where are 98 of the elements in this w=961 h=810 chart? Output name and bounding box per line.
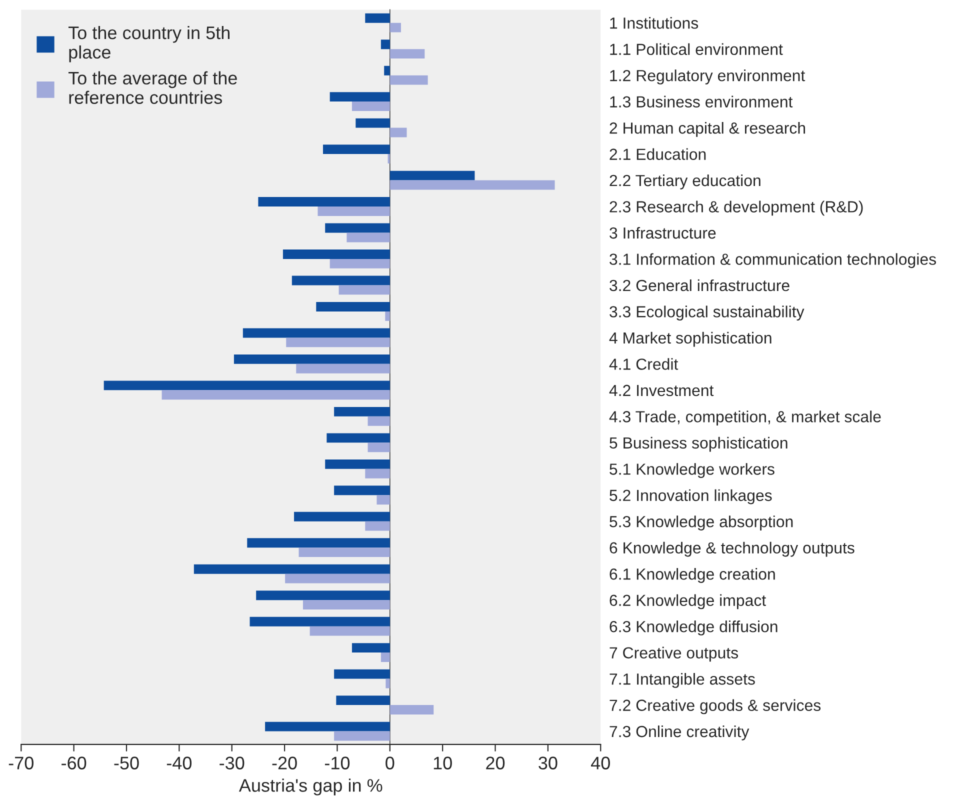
x-tick-label: -50 xyxy=(114,756,139,770)
x-tick-label: 40 xyxy=(591,756,610,770)
y-tick-label: 2.2 Tertiary education xyxy=(610,174,760,190)
bar xyxy=(376,495,390,505)
bar xyxy=(365,13,390,23)
bar xyxy=(380,40,390,50)
bar xyxy=(282,250,390,259)
bar xyxy=(365,521,390,531)
bar xyxy=(258,197,390,207)
y-tick-label: 5 Business sophistication xyxy=(610,436,788,452)
y-tick-label: 4.1 Credit xyxy=(609,358,678,370)
bar xyxy=(334,731,390,741)
bar xyxy=(390,705,434,714)
x-tick-label: -20 xyxy=(272,756,297,770)
y-tick-label: 1.3 Business environment xyxy=(610,96,793,108)
bar xyxy=(298,548,390,558)
bar xyxy=(390,128,407,138)
y-tick-label: 7.2 Creative goods & services xyxy=(610,699,821,714)
y-tick-label: 2 Human capital & research xyxy=(610,122,806,137)
bar xyxy=(294,512,390,522)
y-tick-label: 2.3 Research & development (R&D) xyxy=(610,200,863,216)
y-tick-label: 4.2 Investment xyxy=(609,384,714,396)
bar xyxy=(334,406,390,416)
y-tick-label: 6.2 Knowledge impact xyxy=(610,594,766,610)
y-tick-label: 7 Creative outputs xyxy=(610,646,738,662)
x-tick-label: 30 xyxy=(538,756,558,770)
bar xyxy=(250,616,390,626)
y-tick-label: 6 Knowledge & technology outputs xyxy=(610,542,854,557)
legend-label: To the average of the reference countries xyxy=(68,71,237,104)
x-tick-label: -30 xyxy=(220,756,244,770)
bar xyxy=(352,643,390,653)
x-tick-label: -70 xyxy=(8,756,34,770)
x-tick-label: -40 xyxy=(166,756,192,770)
y-tick-label: 5.2 Innovation linkages xyxy=(610,489,772,504)
bar xyxy=(386,678,390,688)
bar xyxy=(368,442,390,452)
bar xyxy=(286,338,390,348)
y-tick-label: 3.2 General infrastructure xyxy=(610,279,790,292)
bar xyxy=(368,416,390,426)
y-tick-label: 6.3 Knowledge diffusion xyxy=(610,620,778,636)
y-tick-label: 3 Infrastructure xyxy=(610,226,716,239)
bar xyxy=(356,118,390,128)
bar xyxy=(247,538,390,548)
bar xyxy=(323,144,390,154)
y-tick-label: 7.3 Online creativity xyxy=(610,725,750,740)
bar xyxy=(296,364,390,374)
bar xyxy=(390,49,425,59)
bar xyxy=(285,574,390,584)
bar xyxy=(325,459,390,469)
y-tick-label: 1.1 Political environment xyxy=(610,43,783,56)
y-tick-label: 5.1 Knowledge workers xyxy=(610,463,774,478)
x-axis-title: Austria's gap in % xyxy=(238,778,382,796)
y-tick-label: 4.3 Trade, competition, & market scale xyxy=(609,410,881,426)
bar xyxy=(326,433,390,443)
legend-label: To the country in 5th place xyxy=(68,26,230,62)
bar xyxy=(162,390,390,400)
x-tick-label: 10 xyxy=(434,756,452,770)
bar xyxy=(302,600,390,610)
x-tick-label: 0 xyxy=(386,756,394,770)
bar xyxy=(104,380,390,390)
bar xyxy=(385,311,390,321)
bar xyxy=(316,302,390,312)
bar xyxy=(330,92,390,102)
bar xyxy=(334,486,390,496)
bar xyxy=(390,180,555,190)
x-tick-label: -10 xyxy=(324,756,350,770)
bar xyxy=(292,276,390,286)
y-tick-label: 3.3 Ecological sustainability xyxy=(610,306,804,321)
bar xyxy=(384,66,390,76)
bar xyxy=(256,590,390,600)
bar xyxy=(336,696,390,706)
y-tick-label: 4 Market sophistication xyxy=(609,332,772,347)
y-tick-label: 7.1 Intangible assets xyxy=(610,673,755,688)
bar xyxy=(330,258,390,268)
bar xyxy=(390,22,401,32)
bar xyxy=(380,652,390,662)
bar xyxy=(334,669,390,679)
y-tick-label: 1.2 Regulatory environment xyxy=(610,70,806,84)
y-tick-label: 1 Institutions xyxy=(610,17,698,29)
bar xyxy=(194,564,390,574)
y-tick-label: 3.1 Information & communication technologies xyxy=(610,253,936,268)
bar xyxy=(318,206,390,216)
x-tick-label: 20 xyxy=(486,756,505,770)
bar xyxy=(242,328,390,338)
y-tick-label: 2.1 Education xyxy=(610,148,706,160)
x-tick-label: -60 xyxy=(62,756,86,770)
bar xyxy=(234,354,390,364)
y-tick-label: 6.1 Knowledge creation xyxy=(610,568,775,583)
bar xyxy=(338,285,390,295)
bar xyxy=(310,626,390,636)
bar xyxy=(265,722,390,732)
bar xyxy=(346,232,390,242)
bar xyxy=(390,75,428,85)
bar xyxy=(325,223,390,233)
bar xyxy=(365,468,390,478)
y-tick-label: 5.3 Knowledge absorption xyxy=(610,516,793,530)
bar xyxy=(352,102,390,111)
bar xyxy=(390,170,475,180)
